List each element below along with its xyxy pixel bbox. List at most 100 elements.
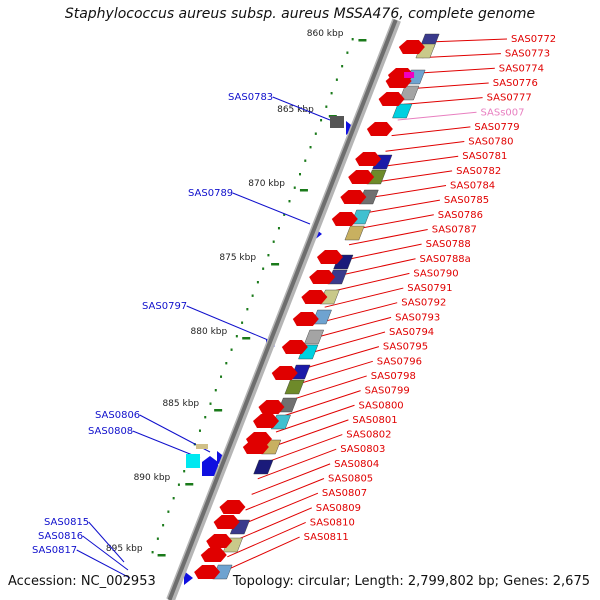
axis-dot bbox=[299, 173, 302, 176]
leader-line bbox=[379, 155, 459, 168]
leader-line bbox=[245, 478, 325, 511]
right-gene-label[interactable]: SAS0809 bbox=[316, 503, 361, 514]
axis-dot bbox=[183, 470, 186, 473]
right-gene-label[interactable]: SAS0792 bbox=[401, 298, 446, 309]
leader-line bbox=[385, 141, 465, 152]
right-gene-label[interactable]: SAS0773 bbox=[505, 49, 550, 60]
left-gene-label[interactable]: SAS0817 bbox=[32, 545, 77, 556]
leader-line bbox=[428, 38, 508, 43]
gene-arrow bbox=[271, 366, 298, 380]
kbp-tick-label: 870 kbp bbox=[248, 179, 285, 189]
leader-line bbox=[324, 287, 404, 308]
kbp-tick-mark bbox=[185, 483, 194, 486]
right-gene-label[interactable]: SAS0802 bbox=[346, 430, 391, 441]
axis-dot bbox=[262, 267, 265, 270]
right-gene-label[interactable]: SAS0772 bbox=[511, 34, 556, 45]
right-gene-label[interactable]: SAS0805 bbox=[328, 474, 373, 485]
axis-dot bbox=[156, 537, 159, 540]
right-gene-label[interactable]: SAS0796 bbox=[377, 356, 422, 367]
right-gene-label[interactable]: SAS0788 bbox=[426, 239, 471, 250]
left-gene-label[interactable]: SAS0808 bbox=[88, 426, 133, 437]
axis-dot bbox=[251, 294, 254, 297]
left-gene-label[interactable]: SAS0783 bbox=[228, 92, 273, 103]
right-gene-label[interactable]: SAS0810 bbox=[310, 517, 355, 528]
right-gene-label[interactable]: SAS0803 bbox=[340, 444, 385, 455]
right-gene-label[interactable]: SAS0790 bbox=[413, 268, 458, 279]
axis-dot bbox=[167, 510, 170, 513]
leader-line bbox=[318, 302, 398, 324]
right-gene-label[interactable]: SAS0781 bbox=[462, 151, 507, 162]
gene-arrow bbox=[253, 414, 280, 428]
left-gene-label[interactable]: SAS0816 bbox=[38, 531, 83, 542]
axis-dot bbox=[198, 429, 201, 432]
kbp-tick-label: 860 kbp bbox=[307, 29, 344, 39]
axis-dot bbox=[162, 524, 165, 527]
right-gene-label[interactable]: SAS0784 bbox=[450, 181, 495, 192]
right-gene-label[interactable]: SAS0811 bbox=[304, 532, 349, 543]
axis-dot bbox=[304, 159, 307, 162]
axis-dot bbox=[325, 105, 328, 108]
gene-feature-box bbox=[253, 459, 274, 475]
leader-line bbox=[132, 430, 201, 459]
gene-arrow bbox=[281, 340, 308, 354]
gene-arrow bbox=[398, 40, 425, 54]
left-gene-label[interactable]: SAS0797 bbox=[142, 301, 187, 312]
right-gene-label[interactable]: SAS0777 bbox=[487, 93, 532, 104]
right-gene-label[interactable]: SAS0793 bbox=[395, 312, 440, 323]
axis-dot bbox=[235, 335, 238, 338]
right-gene-label[interactable]: SAS0774 bbox=[499, 63, 544, 74]
leader-line bbox=[269, 419, 349, 449]
right-gene-label[interactable]: SAS0807 bbox=[322, 488, 367, 499]
right-gene-label[interactable]: SASs007 bbox=[481, 107, 525, 118]
leader-line bbox=[342, 243, 422, 261]
right-gene-label[interactable]: SAS0799 bbox=[365, 386, 410, 397]
axis-dot bbox=[330, 92, 333, 95]
kbp-tick-mark bbox=[242, 337, 251, 340]
gene-arrow bbox=[355, 152, 382, 166]
right-gene-label[interactable]: SAS0782 bbox=[456, 166, 501, 177]
axis-dot bbox=[335, 78, 338, 81]
axis-dot bbox=[209, 402, 212, 405]
right-gene-label[interactable]: SAS0787 bbox=[432, 224, 477, 235]
gene-arrow bbox=[366, 122, 393, 136]
left-gene-label[interactable]: SAS0806 bbox=[95, 410, 140, 421]
gene-arrow bbox=[292, 312, 319, 326]
right-gene-label[interactable]: SAS0801 bbox=[352, 415, 397, 426]
right-gene-label[interactable]: SAS0788a bbox=[420, 254, 471, 265]
right-gene-label[interactable]: SAS0791 bbox=[407, 283, 452, 294]
leader-line bbox=[403, 97, 483, 105]
axis-dot bbox=[272, 240, 275, 243]
leader-line bbox=[239, 492, 319, 527]
right-gene-label[interactable]: SAS0804 bbox=[334, 459, 379, 470]
gene-arrow bbox=[301, 290, 328, 304]
left-gene-label[interactable]: SAS0789 bbox=[188, 188, 233, 199]
axis-dot bbox=[220, 375, 223, 378]
right-gene-label[interactable]: SAS0798 bbox=[371, 371, 416, 382]
axis-dot bbox=[177, 483, 180, 486]
right-gene-label[interactable]: SAS0776 bbox=[493, 78, 538, 89]
leader-line bbox=[275, 404, 355, 433]
left-gene-label[interactable]: SAS0815 bbox=[44, 517, 89, 528]
right-gene-label[interactable]: SAS0779 bbox=[474, 122, 519, 133]
axis-dot bbox=[351, 38, 354, 41]
leader-line bbox=[227, 521, 306, 558]
right-gene-label[interactable]: SAS0786 bbox=[438, 210, 483, 221]
right-gene-label[interactable]: SAS0780 bbox=[468, 137, 513, 148]
gene-arrow bbox=[219, 500, 246, 514]
leader-line bbox=[82, 535, 129, 571]
leader-line bbox=[312, 316, 392, 339]
leader-line bbox=[186, 305, 269, 341]
genome-backbone bbox=[167, 19, 398, 600]
rna-feature bbox=[404, 72, 415, 78]
right-gene-label[interactable]: SAS0800 bbox=[359, 400, 404, 411]
leader-line bbox=[330, 272, 410, 293]
gene-arrow bbox=[242, 440, 269, 454]
right-gene-label[interactable]: SAS0794 bbox=[389, 327, 434, 338]
right-gene-label[interactable]: SAS0795 bbox=[383, 342, 428, 353]
right-gene-label[interactable]: SAS0785 bbox=[444, 195, 489, 206]
kbp-tick-label: 890 kbp bbox=[134, 473, 171, 483]
leader-line bbox=[336, 258, 416, 277]
axis-dot bbox=[309, 146, 312, 149]
axis-dot bbox=[293, 186, 296, 189]
axis-dot bbox=[214, 389, 217, 392]
